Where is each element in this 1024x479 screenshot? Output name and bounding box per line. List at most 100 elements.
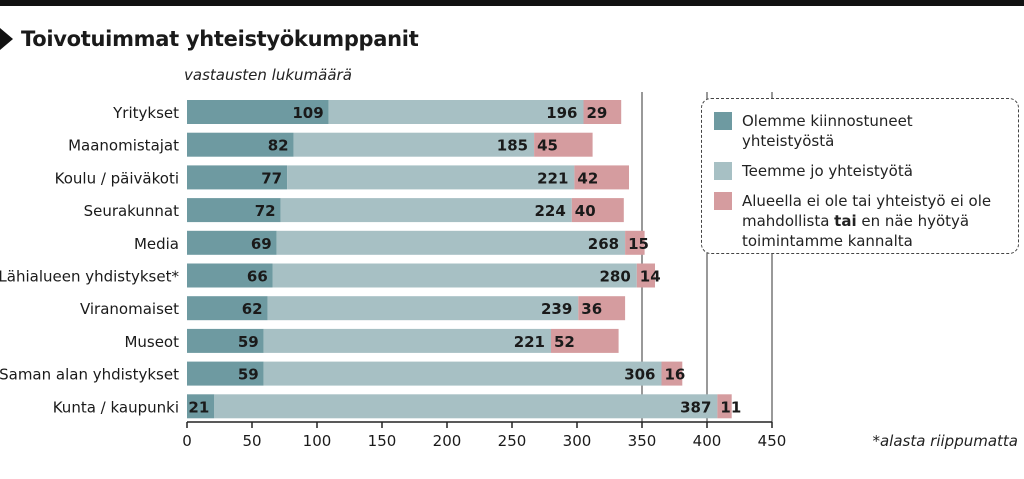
bar-segment-series-3 xyxy=(636,263,655,288)
bar-value-label: 14 xyxy=(640,268,661,286)
bar-segment-series-3 xyxy=(661,361,683,386)
bar-value-label: 221 xyxy=(514,333,545,351)
bar-segment-series-3 xyxy=(571,198,624,223)
bar-segment-series-1 xyxy=(187,361,264,386)
legend-label-not-possible-part2: en näe hyötyä toimintamme kannalta xyxy=(742,212,970,250)
top-rule xyxy=(0,0,1024,6)
bar-value-label: 72 xyxy=(255,202,276,220)
bar-value-label: 196 xyxy=(546,104,577,122)
bar-segment-series-3 xyxy=(717,394,732,419)
legend-label-not-possible-bold: tai xyxy=(834,212,857,230)
bar-value-label: 109 xyxy=(292,104,323,122)
bar-segment-series-1 xyxy=(187,296,268,321)
bar-value-label: 69 xyxy=(251,235,272,253)
chart-title: Toivotuimmat yhteistyökumppanit xyxy=(21,27,419,51)
bar-segment-series-1 xyxy=(187,165,288,190)
bar-segment-series-3 xyxy=(583,100,622,124)
bar-value-label: 42 xyxy=(577,169,598,187)
bar-segment-series-1 xyxy=(187,230,277,255)
legend-item-interested: Olemme kiinnostuneet yhteistyöstä xyxy=(714,111,1008,151)
bar-segment-series-3 xyxy=(551,328,619,353)
bar-value-label: 36 xyxy=(581,300,602,318)
bar-value-label: 40 xyxy=(575,202,596,220)
x-tick-label: 50 xyxy=(242,432,261,450)
category-label: Lähialueen yhdistykset* xyxy=(0,268,179,286)
legend-item-cooperating: Teemme jo yhteistyötä xyxy=(714,161,1008,181)
bar-segment-series-2 xyxy=(214,394,718,419)
bar-segment-series-1 xyxy=(187,198,281,223)
category-label: Maanomistajat xyxy=(68,137,179,155)
bar-value-label: 77 xyxy=(261,169,282,187)
x-tick-label: 450 xyxy=(758,432,787,450)
bar-segment-series-1 xyxy=(187,328,264,353)
bar-segment-series-1 xyxy=(187,394,215,419)
bar-segment-series-1 xyxy=(187,100,329,124)
x-tick-label: 300 xyxy=(563,432,592,450)
bar-value-label: 21 xyxy=(188,398,209,416)
bar-value-label: 62 xyxy=(242,300,263,318)
bar-segment-series-3 xyxy=(578,296,626,321)
bar-segment-series-2 xyxy=(276,230,626,255)
bar-segment-series-2 xyxy=(263,361,662,386)
bar-segment-series-2 xyxy=(267,296,579,321)
x-tick-label: 200 xyxy=(433,432,462,450)
legend: Olemme kiinnostuneet yhteistyöstä Teemme… xyxy=(701,98,1019,254)
bar-segment-series-2 xyxy=(280,198,572,223)
category-label: Saman alan yhdistykset xyxy=(0,366,179,384)
title-row: Toivotuimmat yhteistyökumppanit xyxy=(0,24,419,54)
x-tick-label: 250 xyxy=(498,432,527,450)
value-axis-label: vastausten lukumäärä xyxy=(184,66,352,84)
bar-value-label: 387 xyxy=(680,398,711,416)
bar-value-label: 59 xyxy=(238,333,259,351)
bar-segment-series-2 xyxy=(287,165,575,190)
bar-value-label: 15 xyxy=(628,235,649,253)
x-tick-label: 350 xyxy=(628,432,657,450)
bar-value-label: 16 xyxy=(665,366,686,384)
legend-swatch-not-possible xyxy=(714,192,732,210)
legend-swatch-interested xyxy=(714,112,732,130)
x-tick-label: 100 xyxy=(303,432,332,450)
category-label: Seurakunnat xyxy=(84,202,180,220)
bar-value-label: 280 xyxy=(599,268,630,286)
category-label: Museot xyxy=(124,333,179,351)
bar-value-label: 221 xyxy=(537,169,568,187)
bar-value-label: 82 xyxy=(268,137,289,155)
x-tick-label: 0 xyxy=(182,432,192,450)
legend-label-cooperating: Teemme jo yhteistyötä xyxy=(742,162,913,180)
legend-item-not-possible: Alueella ei ole tai yhteistyö ei ole mah… xyxy=(714,191,1008,251)
category-label: Yritykset xyxy=(112,104,179,122)
bar-segment-series-2 xyxy=(328,100,584,124)
bar-segment-series-1 xyxy=(187,263,273,288)
title-arrow-icon xyxy=(0,28,13,50)
category-label: Viranomaiset xyxy=(80,300,179,318)
bar-value-label: 268 xyxy=(588,235,619,253)
legend-swatch-cooperating xyxy=(714,162,732,180)
bar-segment-series-1 xyxy=(187,132,294,157)
legend-label-not-possible-part1: Alueella ei ole tai yhteistyö ei ole mah… xyxy=(742,192,992,230)
legend-label-not-possible: Alueella ei ole tai yhteistyö ei ole mah… xyxy=(742,191,1008,251)
bar-value-label: 66 xyxy=(247,268,268,286)
category-label: Media xyxy=(134,235,179,253)
bar-segment-series-3 xyxy=(625,230,645,255)
bar-segment-series-3 xyxy=(534,132,593,157)
bar-value-label: 224 xyxy=(534,202,565,220)
bar-value-label: 11 xyxy=(720,398,741,416)
x-tick-label: 400 xyxy=(693,432,722,450)
bar-segment-series-3 xyxy=(574,165,629,190)
bar-value-label: 185 xyxy=(497,137,528,155)
bar-segment-series-2 xyxy=(272,263,637,288)
footnote: *alasta riippumatta xyxy=(872,432,1018,450)
bar-value-label: 306 xyxy=(624,366,655,384)
category-label: Koulu / päiväkoti xyxy=(55,169,179,187)
bar-segment-series-2 xyxy=(263,328,551,353)
bar-value-label: 45 xyxy=(537,137,558,155)
bar-value-label: 239 xyxy=(541,300,572,318)
bar-value-label: 29 xyxy=(587,104,608,122)
x-tick-label: 150 xyxy=(368,432,397,450)
bar-value-label: 59 xyxy=(238,366,259,384)
category-label: Kunta / kaupunki xyxy=(53,398,179,416)
bar-segment-series-2 xyxy=(293,132,535,157)
bar-value-label: 52 xyxy=(554,333,575,351)
legend-label-interested: Olemme kiinnostuneet yhteistyöstä xyxy=(742,112,913,150)
